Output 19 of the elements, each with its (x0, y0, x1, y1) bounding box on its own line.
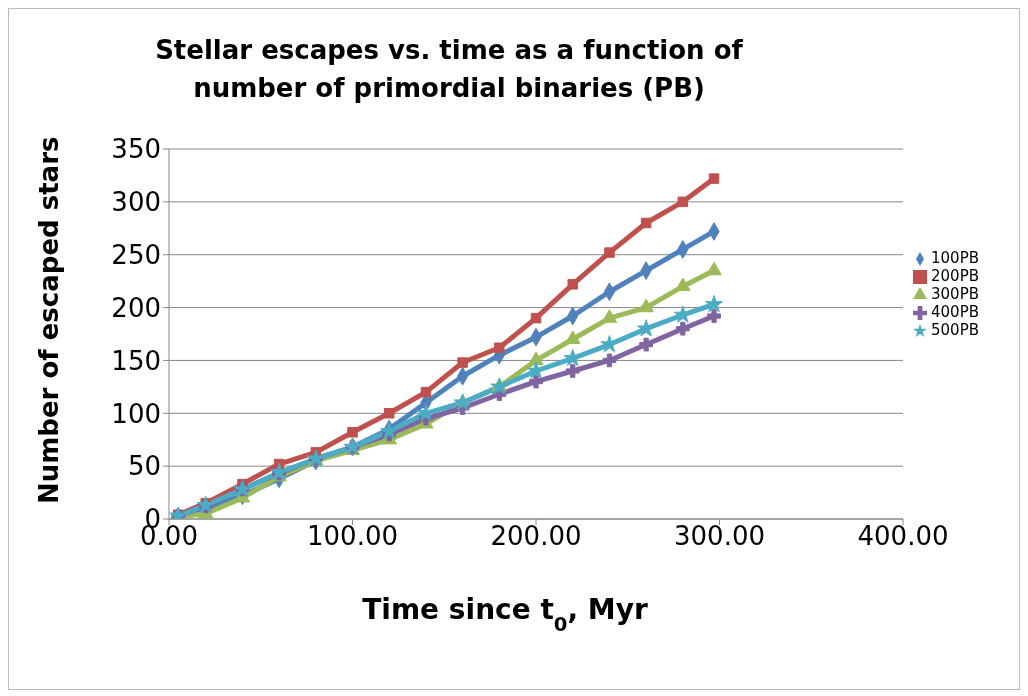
legend-label: 200PB (931, 267, 979, 285)
x-tick-label: 100.00 (307, 521, 398, 552)
y-tick-label: 300 (111, 187, 161, 218)
x-axis-title: Time since t$_{0}$, Myr (362, 593, 648, 636)
legend-label: 500PB (931, 321, 979, 339)
y-tick-label: 200 (111, 292, 161, 323)
x-tick-label: 400.00 (857, 521, 949, 552)
x-tick-label: 300.00 (674, 521, 766, 552)
y-tick-label: 350 (111, 134, 161, 165)
legend-label: 100PB (931, 249, 979, 267)
y-tick-label: 150 (111, 345, 161, 376)
x-tick-label: 200.00 (490, 521, 582, 552)
y-tick-label: 100 (111, 398, 161, 429)
legend-label: 300PB (931, 285, 979, 303)
legend-label: 400PB (931, 303, 979, 321)
y-tick-label: 250 (111, 239, 161, 270)
y-axis-title: Number of escaped stars (34, 136, 65, 504)
y-tick-label: 50 (127, 451, 161, 482)
chart-title: Stellar escapes vs. time as a function of number of primordial binaries (PB) (155, 35, 744, 103)
